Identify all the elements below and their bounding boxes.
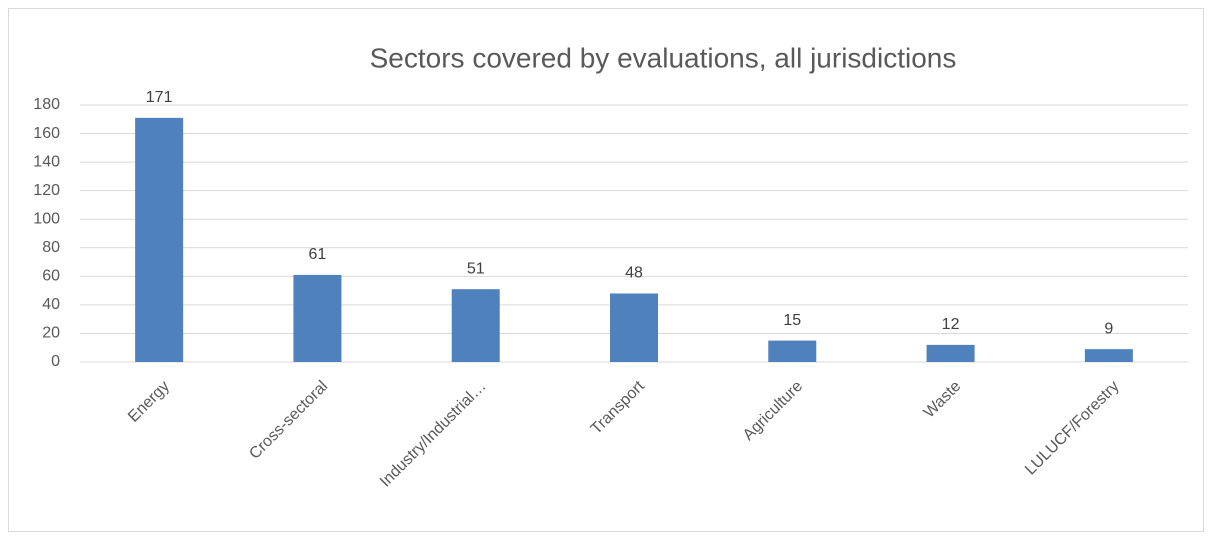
data-label: 171 xyxy=(146,89,173,106)
data-label: 12 xyxy=(942,316,960,333)
bar xyxy=(293,274,342,362)
data-label: 15 xyxy=(783,312,801,329)
chart-title: Sectors covered by evaluations, all juri… xyxy=(370,42,957,73)
bar xyxy=(768,340,817,362)
y-tick-label: 180 xyxy=(33,96,60,113)
y-tick-label: 0 xyxy=(51,353,60,370)
bar xyxy=(610,293,658,362)
data-label: 48 xyxy=(625,265,643,282)
y-tick-label: 80 xyxy=(42,239,60,256)
y-tick-label: 120 xyxy=(33,182,60,199)
y-tick-label: 20 xyxy=(42,325,60,342)
bar xyxy=(451,289,500,362)
y-tick-label: 140 xyxy=(33,153,60,170)
data-label: 51 xyxy=(467,260,485,277)
bar xyxy=(926,344,975,362)
y-tick-label: 40 xyxy=(42,296,60,313)
chart-frame xyxy=(8,8,1204,532)
bar xyxy=(1084,349,1133,362)
data-label: 9 xyxy=(1104,320,1113,337)
data-label: 61 xyxy=(309,246,327,263)
y-tick-label: 100 xyxy=(33,210,60,227)
y-tick-label: 160 xyxy=(33,125,60,142)
y-tick-label: 60 xyxy=(42,268,60,285)
bar xyxy=(135,117,184,362)
